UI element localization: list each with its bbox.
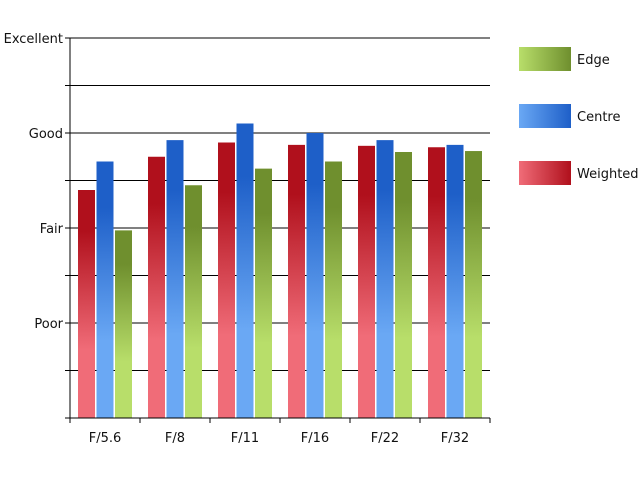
bar-weighted-f-11: [218, 142, 235, 418]
bar-weighted-f-22: [358, 145, 375, 418]
bar-edge-f-22: [395, 152, 412, 418]
bar-weighted-f-16: [288, 144, 305, 418]
x-tick-labels: F/5.6 F/8 F/11 F/16 F/22 F/32: [89, 431, 469, 446]
bar-centre-f-22: [376, 140, 394, 418]
bar-centre-f-5-6: [96, 161, 114, 418]
y-tick-label-excellent: Excellent: [4, 32, 63, 47]
bars: [78, 123, 482, 419]
x-tick-label-f-5-6: F/5.6: [89, 431, 122, 446]
y-tick-label-fair: Fair: [40, 222, 64, 237]
x-tick-label-f-11: F/11: [231, 431, 259, 446]
bar-edge-f-32: [465, 151, 482, 419]
legend: Edge Centre Weighted: [519, 47, 639, 185]
legend-label-centre: Centre: [577, 110, 620, 125]
bar-edge-f-8: [185, 185, 202, 418]
bar-weighted-f-32: [428, 147, 445, 418]
axes: [65, 37, 491, 423]
x-tick-label-f-8: F/8: [165, 431, 185, 446]
x-tick-label-f-32: F/32: [441, 431, 469, 446]
legend-swatch-edge: [519, 47, 571, 71]
x-tick-label-f-16: F/16: [301, 431, 329, 446]
bar-centre-f-11: [236, 123, 254, 418]
bar-edge-f-16: [325, 161, 342, 418]
y-tick-label-poor: Poor: [34, 317, 63, 332]
y-tick-labels: Poor Fair Good Excellent: [4, 32, 64, 332]
bar-weighted-f-5-6: [78, 190, 95, 418]
legend-label-edge: Edge: [577, 53, 610, 68]
legend-swatch-weighted: [519, 161, 571, 185]
y-tick-label-good: Good: [29, 127, 63, 142]
legend-label-weighted: Weighted: [577, 167, 639, 182]
grid-lines: [70, 37, 490, 371]
bar-centre-f-8: [166, 140, 184, 418]
bar-edge-f-11: [255, 168, 272, 418]
bar-edge-f-5-6: [115, 230, 132, 418]
legend-swatch-centre: [519, 104, 571, 128]
bar-centre-f-16: [306, 133, 324, 418]
x-tick-label-f-22: F/22: [371, 431, 399, 446]
bar-centre-f-32: [446, 144, 464, 418]
bar-weighted-f-8: [148, 156, 165, 418]
